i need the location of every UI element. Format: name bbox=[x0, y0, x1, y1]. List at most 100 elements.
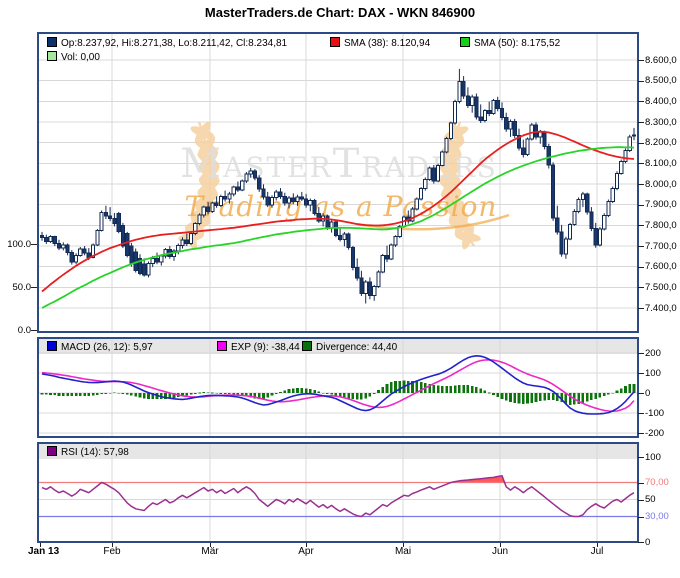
candle-up bbox=[410, 208, 415, 222]
divergence-bar bbox=[487, 392, 491, 394]
candle-up bbox=[444, 138, 449, 153]
main-chart-panel: MasterTraders Trading as a Passion Op:8.2… bbox=[37, 32, 639, 333]
divergence-bar bbox=[270, 393, 274, 396]
candle-down bbox=[112, 218, 117, 224]
divergence-bar bbox=[313, 390, 316, 393]
y-axis-tick bbox=[638, 225, 644, 227]
divergence-bar bbox=[53, 393, 57, 396]
candle-down bbox=[521, 147, 526, 156]
y-axis-tick bbox=[638, 101, 644, 103]
divergence-bar bbox=[228, 393, 231, 394]
divergence-bar bbox=[398, 380, 402, 393]
divergence-bar bbox=[547, 393, 551, 400]
candle-down bbox=[478, 116, 483, 121]
divergence-bar bbox=[347, 393, 350, 399]
candle-down bbox=[555, 217, 560, 233]
candle-up bbox=[163, 249, 168, 257]
divergence-bar bbox=[628, 384, 631, 393]
candle-up bbox=[248, 170, 253, 175]
y-axis-tick bbox=[31, 287, 37, 288]
candle-up bbox=[453, 101, 458, 124]
candle-up bbox=[240, 180, 245, 191]
divergence-bar bbox=[407, 380, 410, 393]
divergence-bar bbox=[40, 393, 44, 395]
candle-up bbox=[269, 196, 275, 206]
divergence-bar bbox=[441, 386, 444, 393]
divergence-bar bbox=[611, 392, 614, 394]
legend-item: EXP (9): -38,44 bbox=[217, 341, 300, 353]
y-axis-tick bbox=[638, 142, 644, 144]
divergence-bar bbox=[411, 381, 414, 393]
legend-label: Op:8.237,92, Hi:8.271,38, Lo:8.211,42, C… bbox=[61, 38, 288, 49]
candle-up bbox=[74, 254, 79, 263]
divergence-bar bbox=[185, 393, 189, 396]
rsi-panel: RSI (14): 57,98 bbox=[37, 442, 639, 543]
x-axis-tick bbox=[112, 543, 113, 547]
divergence-bar bbox=[49, 393, 52, 395]
candle-down bbox=[120, 224, 126, 247]
candle-up bbox=[61, 244, 66, 249]
x-axis-tick bbox=[403, 543, 404, 547]
divergence-bar bbox=[355, 393, 359, 400]
divergence-bar bbox=[130, 393, 133, 396]
divergence-bar bbox=[492, 393, 495, 395]
legend-swatch-icon bbox=[47, 341, 57, 351]
divergence-bar bbox=[577, 393, 580, 404]
divergence-bar bbox=[368, 393, 372, 397]
divergence-bar bbox=[79, 393, 82, 397]
candle-down bbox=[495, 99, 500, 110]
divergence-bar bbox=[211, 392, 214, 394]
divergence-bar bbox=[415, 381, 419, 393]
divergence-bar bbox=[585, 393, 589, 402]
divergence-bar bbox=[262, 393, 265, 399]
y-axis-label: 0 bbox=[645, 387, 651, 399]
y-axis-tick bbox=[638, 246, 644, 247]
y-axis-tick bbox=[638, 122, 644, 123]
divergence-bar bbox=[168, 393, 172, 399]
candle-down bbox=[103, 212, 109, 217]
divergence-bar bbox=[351, 393, 355, 400]
candle-up bbox=[563, 238, 568, 255]
candle-up bbox=[427, 167, 432, 180]
sma50-line bbox=[41, 146, 635, 309]
divergence-bar bbox=[66, 393, 69, 397]
divergence-bar bbox=[296, 388, 299, 393]
legend-band bbox=[39, 339, 637, 354]
divergence-bar bbox=[215, 392, 218, 394]
candle-down bbox=[346, 233, 351, 249]
x-axis-tick bbox=[597, 543, 598, 547]
candle-down bbox=[465, 95, 470, 107]
candle-up bbox=[508, 121, 513, 130]
y-axis-label: -200 bbox=[645, 427, 665, 439]
y-axis-label: 7.800,0 bbox=[645, 219, 677, 231]
candle-down bbox=[461, 81, 466, 97]
candle-down bbox=[257, 177, 262, 190]
candle-up bbox=[414, 198, 419, 210]
legend-item: Divergence: 44,40 bbox=[302, 341, 397, 353]
divergence-bar bbox=[483, 390, 487, 393]
candle-down bbox=[214, 202, 219, 207]
y-axis-label: -100 bbox=[645, 407, 665, 419]
legend-item: Op:8.237,92, Hi:8.271,38, Lo:8.211,42, C… bbox=[47, 37, 287, 49]
x-axis-label: Jul bbox=[590, 546, 604, 557]
y-axis-label: 100 bbox=[645, 451, 661, 463]
legend-label: MACD (26, 12): 5,97 bbox=[61, 342, 153, 353]
divergence-bar bbox=[534, 393, 538, 402]
candle-down bbox=[125, 233, 130, 256]
divergence-bar bbox=[202, 392, 206, 393]
legend-item: SMA (38): 8.120,94 bbox=[330, 37, 430, 49]
candle-down bbox=[142, 263, 147, 276]
divergence-bar bbox=[607, 393, 610, 395]
x-axis-tick bbox=[500, 543, 501, 547]
divergence-bar bbox=[360, 393, 363, 400]
candle-up bbox=[380, 254, 385, 273]
divergence-bar bbox=[62, 393, 65, 396]
divergence-bar bbox=[113, 392, 116, 394]
divergence-bar bbox=[138, 393, 142, 398]
legend-swatch-icon bbox=[302, 341, 312, 351]
candle-up bbox=[419, 188, 424, 200]
candle-up bbox=[376, 271, 381, 287]
divergence-bar bbox=[321, 392, 325, 394]
candle-up bbox=[201, 206, 206, 216]
divergence-bar bbox=[343, 393, 346, 398]
